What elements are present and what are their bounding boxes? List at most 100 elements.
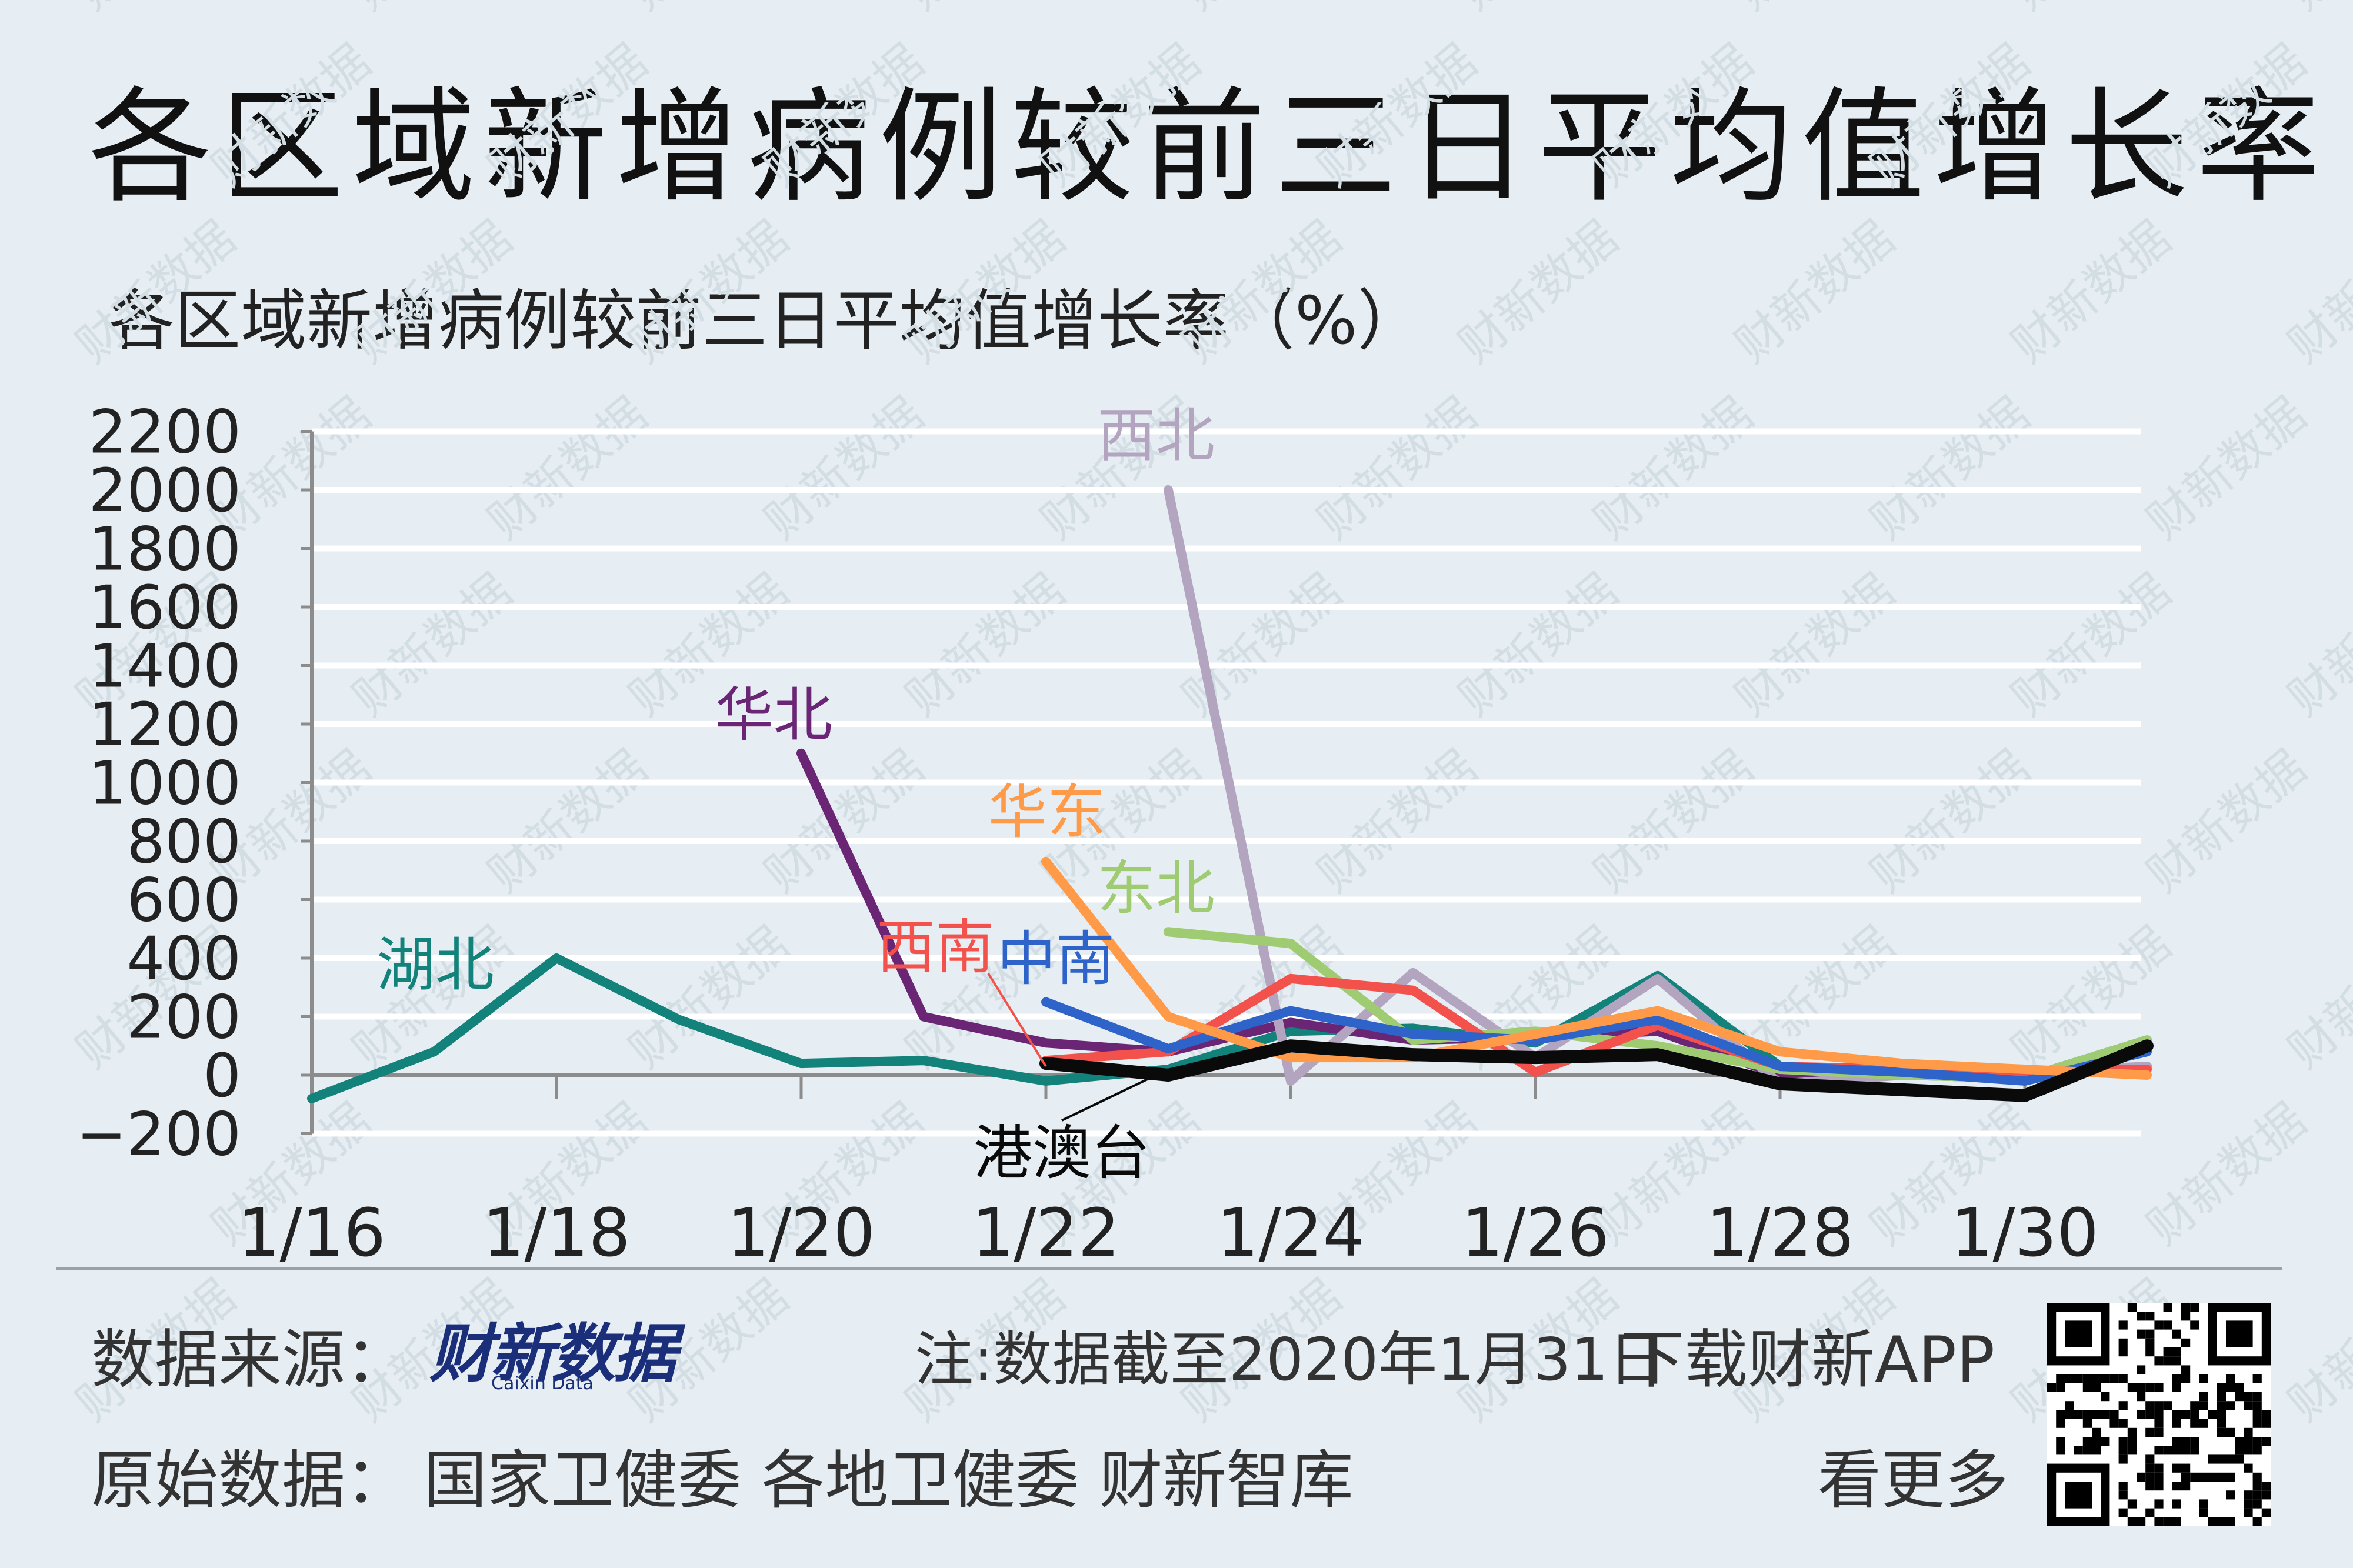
watermark-text: 财新数据 <box>2137 34 2316 197</box>
watermark-text: 财新数据 <box>1860 34 2039 197</box>
series-label: 西北 <box>1097 401 1215 470</box>
series-label: 西南 <box>876 913 994 982</box>
watermark-text: 财新数据 <box>2278 563 2353 726</box>
watermark-text: 财新数据 <box>1448 0 1628 21</box>
y-tick-label: 1400 <box>88 632 241 702</box>
see-more-link[interactable]: 看更多 <box>1818 1444 2009 1517</box>
watermark-text: 财新数据 <box>66 211 245 373</box>
y-tick-label: 400 <box>126 924 241 994</box>
watermark-text: 财新数据 <box>1307 387 1487 550</box>
watermark-text: 财新数据 <box>342 211 522 373</box>
series-label: 中南 <box>997 925 1115 993</box>
watermark-text: 财新数据 <box>1725 563 1904 726</box>
watermark-text: 财新数据 <box>1725 211 1904 373</box>
y-tick-label: 200 <box>126 983 241 1053</box>
logo-subtext: Caixin Data <box>491 1373 594 1394</box>
watermark-text: 财新数据 <box>2137 387 2316 550</box>
y-tick-label: −200 <box>76 1100 241 1170</box>
watermark-text: 财新数据 <box>1860 387 2039 550</box>
y-tick-label: 1000 <box>88 749 241 819</box>
y-tick-label: 1600 <box>88 573 241 643</box>
data-note: 注:数据截至2020年1月31日 <box>915 1325 1668 1394</box>
watermark-text: 财新数据 <box>754 34 934 197</box>
watermark-text: 财新数据 <box>1584 34 1763 197</box>
series-label: 港澳台 <box>974 1119 1150 1187</box>
watermark-text: 财新数据 <box>754 387 934 550</box>
watermark-text: 财新数据 <box>895 211 1075 373</box>
y-tick-label: 800 <box>126 807 241 877</box>
watermark-text: 财新数据 <box>66 0 245 21</box>
series-line <box>1039 1039 2154 1102</box>
watermark-text: 财新数据 <box>1031 34 1210 197</box>
x-tick-label: 1/24 <box>1217 1195 1365 1272</box>
y-tick-label: 0 <box>203 1041 241 1111</box>
watermark-text: 财新数据 <box>2137 740 2316 903</box>
series-label: 湖北 <box>376 930 494 999</box>
watermark-text: 财新数据 <box>754 740 934 903</box>
watermark-text: 财新数据 <box>1584 387 1763 550</box>
x-tick-label: 1/26 <box>1461 1195 1609 1272</box>
x-tick-label: 1/28 <box>1706 1195 1854 1272</box>
raw-data-label: 原始数据： <box>91 1444 409 1517</box>
qr-code-icon[interactable] <box>2047 1303 2271 1526</box>
caixin-data-logo: 财新数据 Caixin Data <box>429 1303 676 1397</box>
watermark-text: 财新数据 <box>895 563 1075 726</box>
series-label: 东北 <box>1097 854 1215 923</box>
watermark-text: 财新数据 <box>2278 1269 2353 1432</box>
download-app-link[interactable]: 下载财新APP <box>1621 1323 1995 1397</box>
watermark-text: 财新数据 <box>2278 0 2353 21</box>
watermark-text: 财新数据 <box>478 34 657 197</box>
watermark-text: 财新数据 <box>1307 740 1487 903</box>
watermark-text: 财新数据 <box>1172 0 1351 21</box>
x-tick-label: 1/22 <box>972 1195 1120 1272</box>
chart-title: 各区域新增病例较前三日平均值增长率 <box>88 75 2329 219</box>
watermark-text: 财新数据 <box>619 0 798 21</box>
watermark-text: 财新数据 <box>1584 740 1763 903</box>
series-label: 华东 <box>988 778 1106 846</box>
y-tick-label: 1200 <box>88 690 241 760</box>
raw-data-sources: 国家卫健委 各地卫健委 财新智库 <box>424 1444 1354 1517</box>
watermark-text: 财新数据 <box>1725 0 1904 21</box>
watermark-text: 财新数据 <box>1172 211 1351 373</box>
label-leader-line <box>1061 1068 1169 1122</box>
y-axis-title: 各区域新增病例较前三日平均值增长率（%） <box>109 283 1424 359</box>
watermark-text: 财新数据 <box>201 34 381 197</box>
watermark-text: 财新数据 <box>478 387 657 550</box>
footer-divider <box>56 1267 2282 1270</box>
y-tick-label: 2000 <box>88 456 241 526</box>
series-line <box>1041 997 2152 1086</box>
x-tick-label: 1/18 <box>482 1195 631 1272</box>
watermark-text: 财新数据 <box>2001 0 2181 21</box>
watermark-text: 财新数据 <box>2001 563 2181 726</box>
source-label: 数据来源： <box>91 1323 409 1397</box>
watermark-text: 财新数据 <box>2278 916 2353 1079</box>
y-tick-label: 600 <box>126 866 241 936</box>
series-lines <box>307 485 2154 1103</box>
watermark-text: 财新数据 <box>342 563 522 726</box>
label-leader-line <box>987 972 1047 1067</box>
x-tick-label: 1/20 <box>727 1195 875 1272</box>
gridlines <box>312 428 2141 1137</box>
logo-text: 财新数据 <box>429 1317 676 1391</box>
watermark-text: 财新数据 <box>1860 740 2039 903</box>
watermark-text: 财新数据 <box>1448 563 1628 726</box>
y-tick-label: 1800 <box>88 515 241 585</box>
watermark-text: 财新数据 <box>342 0 522 21</box>
series-label: 华北 <box>715 680 832 749</box>
y-tick-label: 2200 <box>88 398 241 468</box>
watermark-text: 财新数据 <box>1307 34 1487 197</box>
y-tick-labels: −200020040060080010001200140016001800200… <box>76 398 241 1170</box>
watermark-text: 财新数据 <box>1448 211 1628 373</box>
x-tick-labels: 1/16 1/18 1/20 1/22 1/24 1/26 1/28 1/30 <box>238 1195 2099 1272</box>
watermark-text: 财新数据 <box>619 211 798 373</box>
series-line <box>1041 856 2152 1080</box>
x-tick-label: 1/30 <box>1951 1195 2099 1272</box>
watermark-text: 财新数据 <box>895 0 1075 21</box>
watermark-text: 财新数据 <box>2001 211 2181 373</box>
watermark-text: 财新数据 <box>2278 211 2353 373</box>
x-tick-label: 1/16 <box>238 1195 386 1272</box>
watermark-text: 财新数据 <box>478 740 657 903</box>
watermark-text: 财新数据 <box>2137 1093 2316 1256</box>
